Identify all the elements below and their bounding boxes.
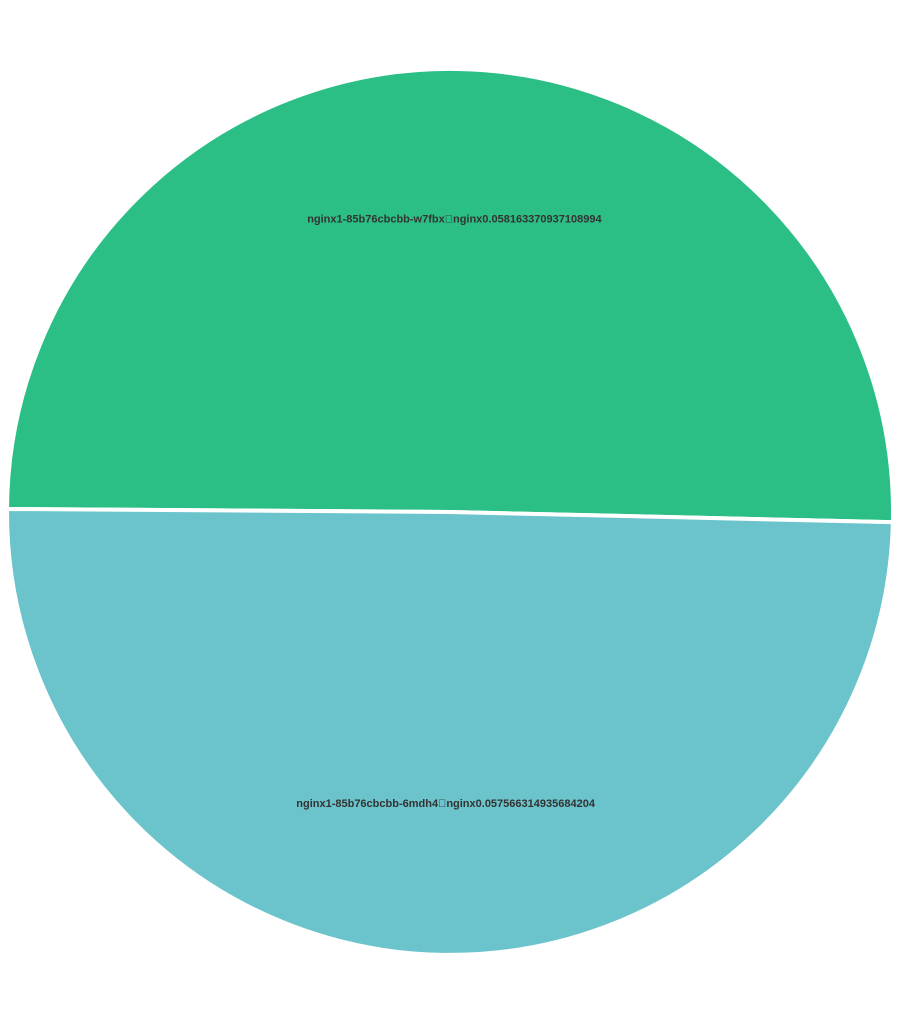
pie-slice-1[interactable] xyxy=(5,66,895,525)
pie-labels: nginx1-85b76cbcbb-w7fbx nginx0.058163370… xyxy=(296,214,602,811)
pie-slice-label-1: nginx1-85b76cbcbb-w7fbx nginx0.058163370… xyxy=(307,214,602,226)
pie-slice-2[interactable] xyxy=(5,506,895,957)
pie-slice-label-2: nginx1-85b76cbcbb-6mdh4 nginx0.057566314… xyxy=(296,798,596,810)
pie-slices xyxy=(5,66,895,957)
